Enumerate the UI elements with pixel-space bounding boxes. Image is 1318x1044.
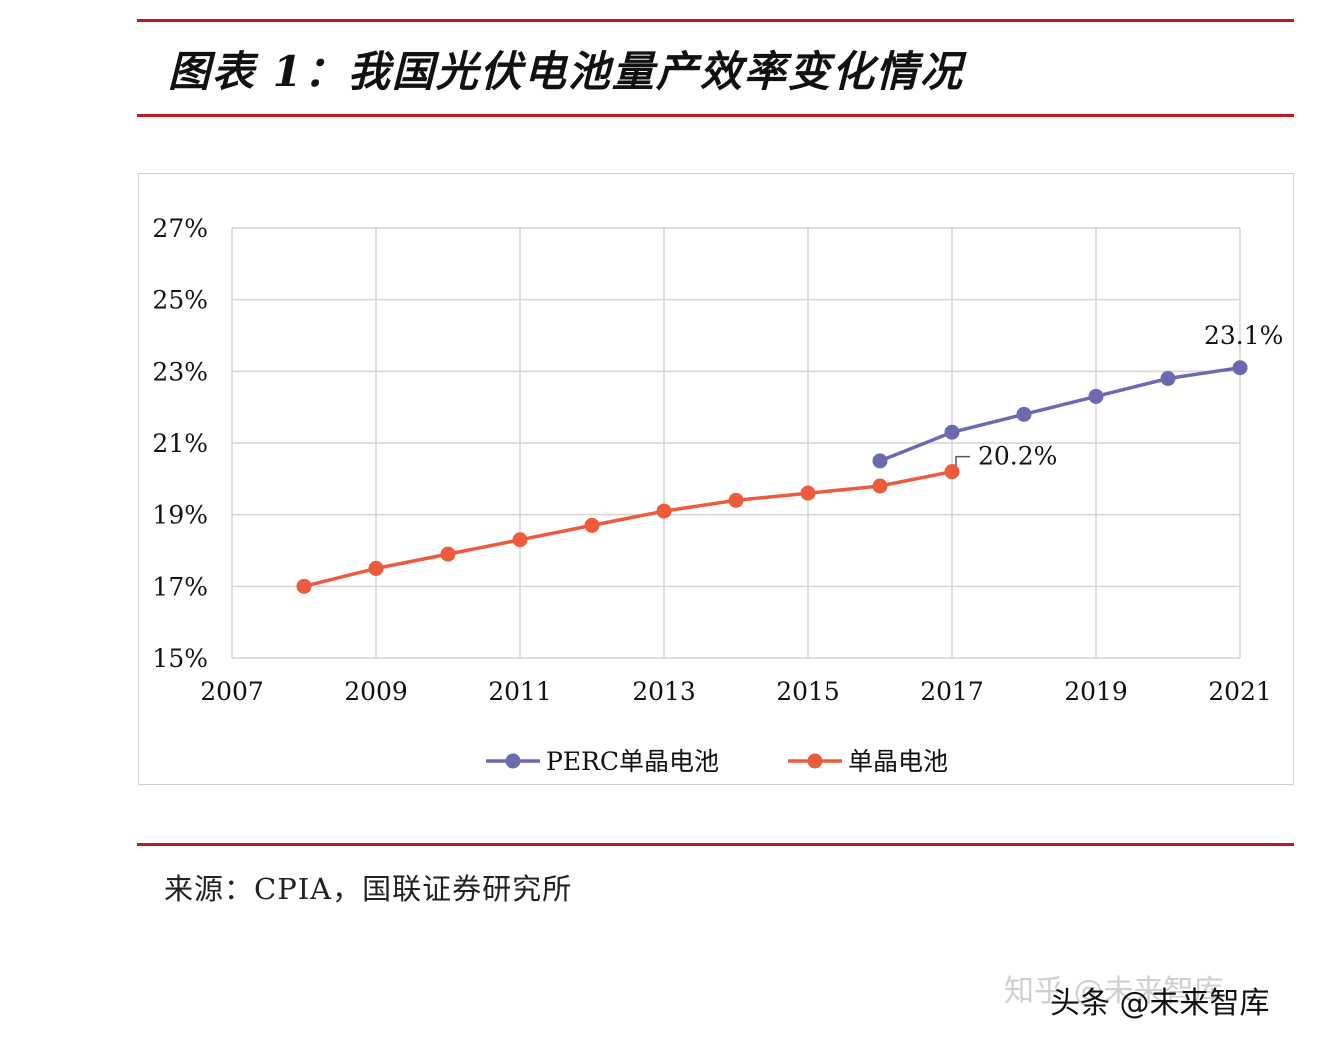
legend-mono-marker: [807, 753, 823, 769]
y-tick-label: 25%: [152, 286, 208, 315]
data-point-0: [872, 453, 888, 469]
x-tick-label: 2013: [632, 677, 696, 706]
data-label-leader: [955, 455, 970, 466]
y-tick-label: 19%: [152, 501, 208, 530]
data-label-perc-2021: 23.1%: [1204, 321, 1283, 350]
y-tick-label: 21%: [152, 429, 208, 458]
data-point-1: [368, 560, 384, 576]
x-tick-label: 2011: [488, 677, 552, 706]
data-point-1: [656, 503, 672, 519]
data-label-mono-2017: 20.2%: [978, 442, 1057, 471]
data-point-0: [1088, 388, 1104, 404]
data-point-0: [1016, 406, 1032, 422]
series-line-0: [879, 365, 1241, 463]
x-tick-label: 2015: [776, 677, 840, 706]
x-tick-label: 2021: [1208, 677, 1272, 706]
data-point-1: [728, 492, 744, 508]
data-point-1: [944, 464, 960, 480]
series-line-1: [303, 469, 953, 588]
chart-frame: [138, 173, 1294, 785]
x-tick-label: 2019: [1064, 677, 1128, 706]
data-point-1: [512, 532, 528, 548]
x-tick-label: 2009: [344, 677, 408, 706]
watermark: 头条 @未来智库: [1050, 986, 1270, 1021]
data-point-0: [1232, 360, 1248, 376]
y-tick-label: 15%: [152, 644, 208, 673]
source-note: 来源：CPIA，国联证券研究所: [164, 872, 573, 906]
data-point-0: [1160, 371, 1176, 386]
top-rule: [137, 19, 1294, 22]
source-rule: [137, 843, 1294, 846]
data-point-0: [944, 424, 960, 440]
watermark-ghost: 知乎 @未来智库: [1004, 974, 1224, 1009]
data-point-1: [440, 546, 456, 562]
legend-mono-label: 单晶电池: [848, 747, 948, 776]
y-tick-label: 17%: [152, 572, 208, 601]
figure-title: 图表 1：我国光伏电池量产效率变化情况: [168, 47, 964, 96]
y-tick-label: 27%: [152, 214, 208, 243]
legend-perc-marker: [505, 753, 521, 769]
legend-perc-label: PERC单晶电池: [546, 747, 719, 776]
data-point-1: [872, 478, 888, 494]
y-tick-label: 23%: [152, 357, 208, 386]
data-point-1: [296, 578, 312, 594]
x-tick-label: 2017: [920, 677, 984, 706]
data-point-1: [584, 517, 600, 533]
x-tick-label: 2007: [200, 677, 264, 706]
data-point-1: [800, 485, 816, 501]
title-rule: [137, 114, 1294, 117]
